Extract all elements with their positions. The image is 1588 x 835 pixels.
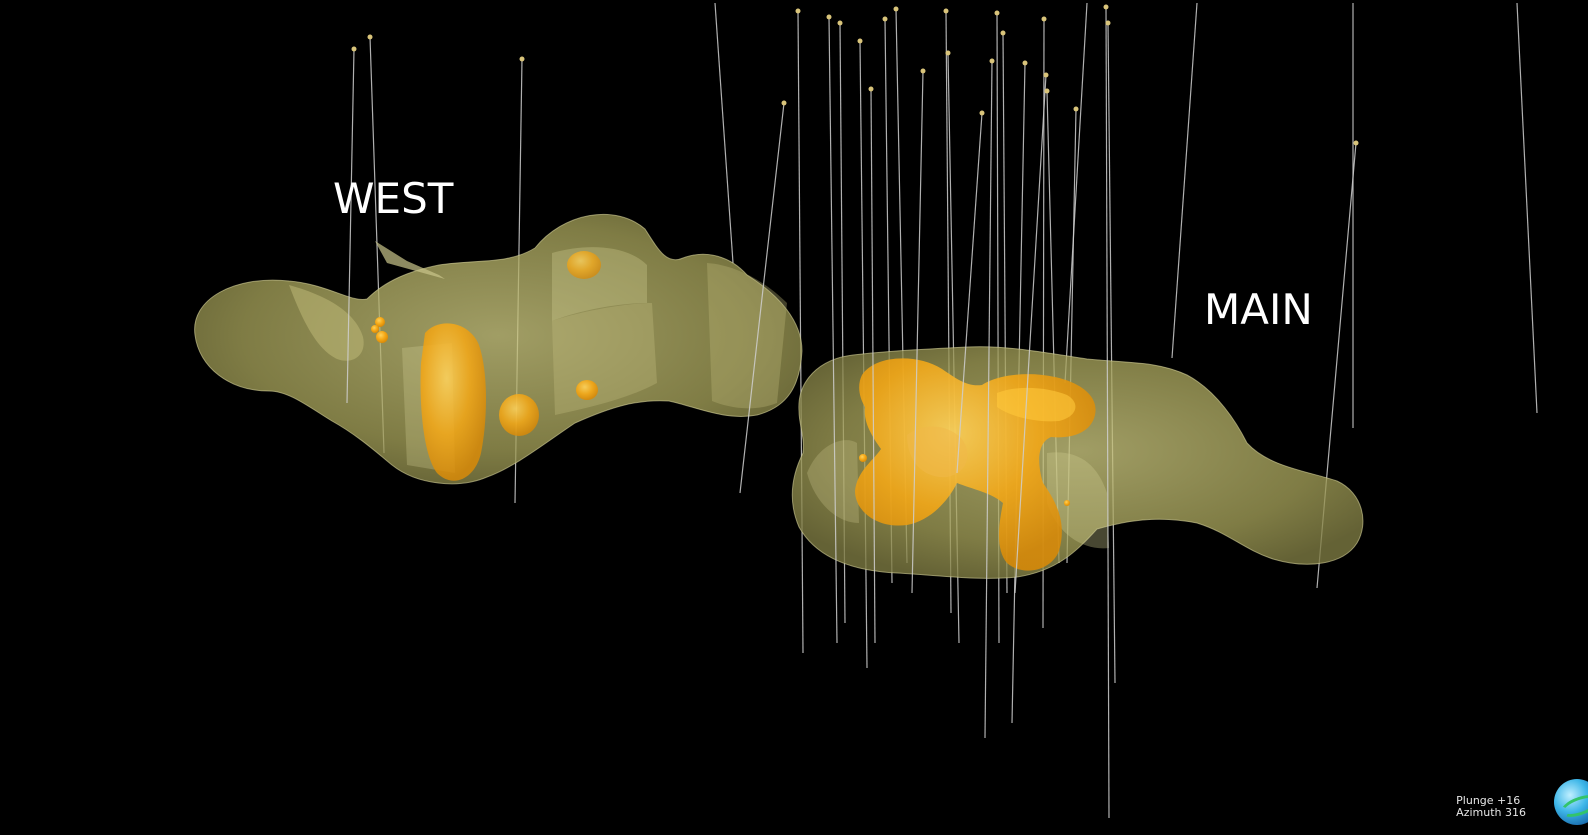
drillhole-trace[interactable] [797,10,804,654]
west-highgrade-bodies[interactable] [371,251,601,481]
drillhole-collar[interactable] [795,8,801,14]
drillhole-trace[interactable] [870,88,876,644]
drillhole-collar[interactable] [1105,20,1111,26]
drillhole-collar[interactable] [1103,4,1109,10]
drillhole-trace[interactable] [911,70,924,594]
drillhole-trace[interactable] [1105,6,1110,819]
drillhole-trace[interactable] [739,102,785,494]
drillhole-trace[interactable] [984,60,993,739]
drillhole-collar[interactable] [781,100,787,106]
drillhole-collar[interactable] [1043,72,1049,78]
drillhole-collar[interactable] [1353,140,1359,146]
drillhole-collar[interactable] [989,58,995,64]
drillhole-collar[interactable] [1000,30,1006,36]
drillhole-collar[interactable] [1073,106,1079,112]
main-highgrade-bodies[interactable] [855,358,1096,571]
drillhole-collar[interactable] [882,16,888,22]
drillhole-collar[interactable] [519,56,525,62]
drillhole-trace[interactable] [714,3,734,264]
orientation-globe-icon[interactable] [1554,779,1588,825]
drillhole-collar[interactable] [367,34,373,40]
drillhole-collar[interactable] [1041,16,1047,22]
drillhole-trace[interactable] [1107,22,1116,684]
drillhole-collar[interactable] [868,86,874,92]
drillhole-collar[interactable] [837,20,843,26]
drillhole-trace[interactable] [1064,3,1088,384]
drillhole-trace[interactable] [1516,3,1538,414]
drillhole-collar[interactable] [826,14,832,20]
scene-canvas[interactable] [7,3,1588,835]
drillhole-collar[interactable] [893,6,899,12]
drillhole-collar[interactable] [1022,60,1028,66]
plunge-readout: Plunge +16 [1456,794,1521,807]
drillhole-collar[interactable] [857,38,863,44]
drillhole-collar[interactable] [351,46,357,52]
west-zone-label: WEST [333,174,454,223]
drillholes-front [346,3,1538,819]
drillhole-collar[interactable] [920,68,926,74]
main-zone-label: MAIN [1204,285,1313,334]
3d-viewport[interactable]: WEST MAIN [7,3,1588,835]
orientation-readout: Plunge +16 Azimuth 316 [1456,795,1526,819]
drillhole-trace[interactable] [346,48,355,404]
drillhole-trace[interactable] [828,16,838,644]
drillhole-trace[interactable] [1171,3,1198,359]
drillhole-trace[interactable] [1014,74,1047,594]
drillhole-collar[interactable] [1044,88,1050,94]
west-orebody-envelope[interactable] [194,213,803,485]
drillhole-collar[interactable] [943,8,949,14]
azimuth-readout: Azimuth 316 [1456,806,1526,819]
drillhole-collar[interactable] [994,10,1000,16]
drillhole-collar[interactable] [945,50,951,56]
drillhole-trace[interactable] [956,112,983,474]
drillhole-collar[interactable] [979,110,985,116]
